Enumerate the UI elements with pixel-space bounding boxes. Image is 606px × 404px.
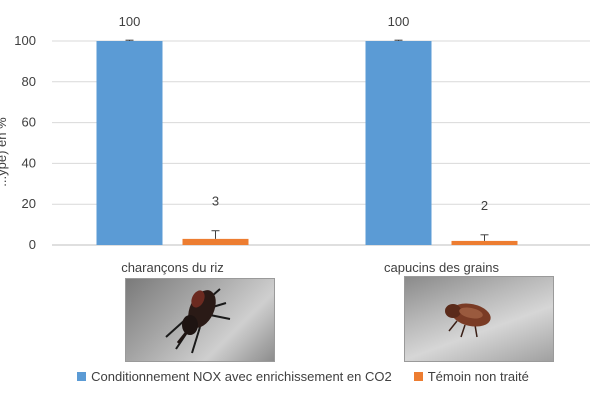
rice-weevil-photo (125, 278, 275, 362)
category-label: capucins des grains (384, 260, 499, 275)
data-label: 3 (212, 194, 219, 209)
data-label: 2 (481, 198, 488, 213)
bar-nox (96, 41, 163, 245)
bars (96, 41, 518, 245)
weevil-icon (165, 288, 231, 354)
y-tick-label: 20 (22, 196, 36, 211)
bar-control (451, 240, 518, 245)
y-axis-ticks: 0 20 40 60 80 100 (14, 33, 36, 252)
error-bars (125, 39, 489, 241)
grain-borer-photo (404, 276, 554, 362)
category-labels: charançons du riz capucins des grains (121, 260, 499, 275)
beetle-icon (445, 303, 491, 338)
legend-swatch-orange (413, 371, 423, 381)
legend-item-control: Témoin non traité (413, 368, 529, 384)
y-tick-label: 100 (14, 33, 36, 48)
y-tick-label: 0 (29, 237, 36, 252)
y-tick-label: 80 (22, 74, 36, 89)
data-labels: 100 3 100 2 (119, 14, 488, 213)
y-tick-label: 60 (22, 115, 36, 130)
bar-nox (365, 41, 432, 245)
legend: Conditionnement NOX avec enrichissement … (0, 366, 606, 386)
category-label: charançons du riz (121, 260, 224, 275)
legend-item-nox: Conditionnement NOX avec enrichissement … (77, 369, 392, 384)
legend-label-control: Témoin non traité (427, 368, 529, 384)
data-label: 100 (119, 14, 141, 29)
data-label: 100 (388, 14, 410, 29)
legend-swatch-blue (77, 371, 87, 381)
y-axis-label: ...ype) en % (0, 117, 9, 187)
legend-label-nox: Conditionnement NOX avec enrichissement … (91, 368, 392, 384)
y-tick-label: 40 (22, 155, 36, 170)
bar-control (182, 238, 249, 245)
